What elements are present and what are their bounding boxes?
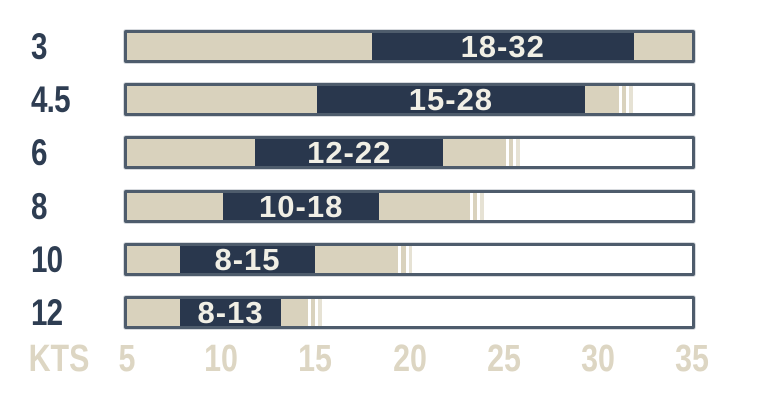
axis-tick-label: 10 xyxy=(204,338,239,380)
row-size-label-text: 6 xyxy=(31,131,47,173)
axis-tick-label: 20 xyxy=(392,338,427,380)
row-size-label: 3 xyxy=(31,26,51,67)
usable-high-segment xyxy=(281,299,308,326)
usable-high-segment xyxy=(315,246,399,273)
ideal-range-segment: 8-15 xyxy=(179,243,316,276)
row-size-label-text: 8 xyxy=(31,185,47,227)
row-size-label: 6 xyxy=(31,132,51,173)
row-size-label-text: 12 xyxy=(31,291,63,333)
fade-mark xyxy=(401,246,406,273)
usable-low-segment xyxy=(127,246,180,273)
wind-range-bar: 15-28 xyxy=(124,83,695,116)
row-size-label-text: 10 xyxy=(31,238,63,280)
usable-low-segment xyxy=(127,33,372,60)
fade-mark xyxy=(629,86,633,113)
usable-high-segment xyxy=(379,193,470,220)
fade-mark xyxy=(516,139,520,166)
fade-mark xyxy=(408,246,413,273)
wind-range-bar: 8-13 xyxy=(124,296,695,329)
ideal-range-label: 12-22 xyxy=(307,136,392,169)
wind-range-bar: 12-22 xyxy=(124,136,695,169)
row-size-label: 4.5 xyxy=(31,79,79,120)
usable-high-segment xyxy=(584,86,619,113)
ideal-range-segment: 18-32 xyxy=(371,30,634,63)
ideal-range-segment: 8-13 xyxy=(179,296,282,329)
usable-low-segment xyxy=(127,193,224,220)
fade-mark xyxy=(621,86,627,113)
fade-mark xyxy=(318,299,322,326)
row-size-label: 10 xyxy=(31,239,70,280)
row-size-label: 12 xyxy=(31,292,70,333)
wind-range-bar: 10-18 xyxy=(124,190,695,223)
usable-low-segment xyxy=(127,139,256,166)
ideal-range-label: 15-28 xyxy=(408,83,494,116)
ideal-range-segment: 10-18 xyxy=(223,190,380,223)
ideal-range-segment: 15-28 xyxy=(317,83,585,116)
ideal-range-label: 8-13 xyxy=(197,296,264,329)
ideal-range-label: 8-15 xyxy=(214,243,281,276)
usable-high-segment xyxy=(633,33,692,60)
fade-mark xyxy=(508,139,514,166)
axis-tick-label: 5 xyxy=(118,338,136,380)
axis-tick-label: 15 xyxy=(298,338,333,380)
ideal-range-segment: 12-22 xyxy=(255,136,444,169)
axis-unit-label: KTS xyxy=(28,338,90,380)
fade-mark xyxy=(472,193,478,220)
fade-mark xyxy=(480,193,484,220)
axis-tick-label: 35 xyxy=(675,338,709,380)
row-size-label: 8 xyxy=(31,186,51,227)
ideal-range-label: 10-18 xyxy=(259,190,344,223)
ideal-range-label: 18-32 xyxy=(460,30,545,63)
row-size-label-text: 4.5 xyxy=(31,78,71,120)
wind-range-bar: 18-32 xyxy=(124,30,695,63)
axis-tick-label: 30 xyxy=(580,338,615,380)
wind-range-bar: 8-15 xyxy=(124,243,695,276)
fade-mark xyxy=(310,299,316,326)
row-size-label-text: 3 xyxy=(31,25,47,67)
usable-low-segment xyxy=(127,86,318,113)
usable-low-segment xyxy=(127,299,180,326)
usable-high-segment xyxy=(443,139,506,166)
axis-tick-label: 25 xyxy=(486,338,521,380)
